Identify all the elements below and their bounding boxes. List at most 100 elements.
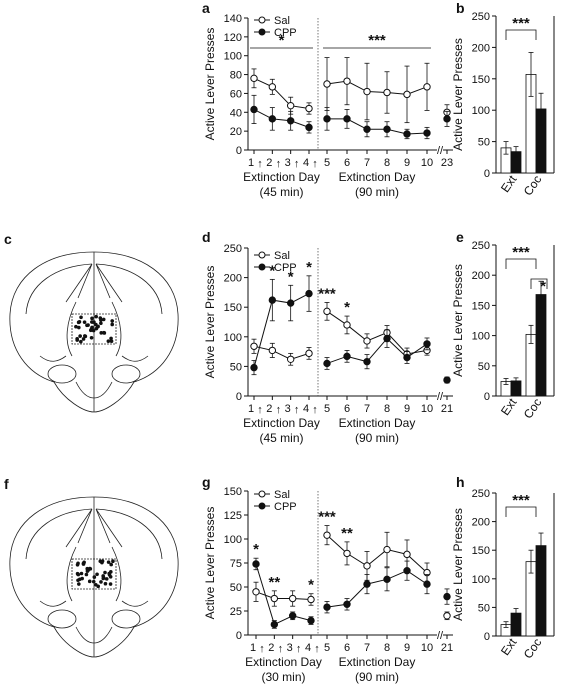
injection-site-dot [109,562,113,567]
cortex-contour [25,508,93,560]
cocaine-arrow-icon: ↑ [296,643,302,655]
injection-site-dot [78,334,82,338]
injection-site-dot [79,571,84,576]
sal-data-point [258,16,266,24]
injection-site-dot [77,320,82,324]
axis-break-mark: // [437,145,444,157]
injection-site-dot [94,314,98,319]
cpp-data-point [270,620,279,629]
sal-data-point [343,321,351,329]
cpp-data-point [383,575,391,584]
sal-data-point [258,490,266,498]
injection-site-dot [110,319,115,323]
ventral-contour [39,600,149,607]
cpp-data-point [443,376,451,384]
cpp-series-line [326,570,428,608]
cortex-divisions [65,508,123,548]
x-tick-label: 9 [404,403,410,415]
cpp-bar [535,294,547,397]
x-tick-label: 5 [324,403,330,415]
sal-series-line [326,534,428,573]
injection-site-dot [106,339,111,343]
x-category-label: Coc [521,636,545,662]
significance-marker: * [279,32,285,49]
cocaine-arrow-icon: ↑ [312,404,318,416]
sal-data-point [423,83,431,91]
x-tick-label: 8 [384,403,390,415]
cpp-data-point [258,502,266,510]
sal-data-point [250,342,258,350]
cpp-data-point [403,130,411,138]
x-axis-label: Extinction Day [243,416,320,430]
sal-data-point [403,550,411,559]
injection-site-dot [99,331,104,335]
cocaine-arrow-icon: ↑ [312,158,318,170]
injection-site-dot [91,579,96,584]
x-tick-label: 10 [421,157,433,169]
sal-data-point [250,74,258,83]
significance-marker: *** [512,15,530,32]
y-tick-label: 150 [472,300,490,312]
x-tick-label: 3 [285,157,291,169]
cpp-data-point [323,603,331,611]
ventricle [111,301,122,357]
x-tick-label: 1 [248,157,254,169]
y-axis-label: Active Lever Presses [203,266,217,379]
y-tick-label: 250 [472,240,490,252]
ventral-contour [39,355,149,362]
ventral-structure [111,609,141,629]
cpp-series-line [253,109,310,128]
injection-site-dot [84,572,89,577]
x-axis-sublabel: (90 min) [355,670,399,684]
x-tick-label: 4 [303,157,309,169]
injection-site-dot [101,317,106,322]
x-axis-sublabel: (45 min) [259,185,303,199]
y-tick-label: 0 [484,168,490,180]
x-category-label: Ext [498,395,520,418]
sal-data-point [268,346,277,355]
sal-data-point [363,337,371,345]
y-tick-label: 0 [236,391,242,403]
injection-site-dot [110,322,115,327]
sal-data-point [323,531,331,539]
legend-label: Sal [274,250,290,262]
significance-marker: * [253,541,259,558]
sal-data-point [383,545,391,554]
sal-series-line [326,80,428,95]
x-tick-label: 4 [303,403,309,415]
cpp-data-point [250,363,258,372]
cpp-data-point [286,117,295,125]
injection-site-dot [77,577,82,582]
y-tick-label: 100 [224,332,242,344]
x-tick-label: 23 [441,157,453,169]
significance-marker: * [306,259,312,276]
x-tick-label: 3 [287,642,293,654]
injection-site-dot [74,324,78,329]
cpp-data-point [343,115,351,123]
y-axis-label: Active Lever Presses [451,508,465,621]
x-tick-label: 6 [344,642,350,654]
cocaine-arrow-icon: ↑ [278,643,284,655]
panel-letter-a: a [202,0,210,16]
injection-site-dot [95,572,99,577]
x-tick-label: 10 [421,403,433,415]
sal-data-point [363,87,371,96]
x-tick-label: 2 [268,642,274,654]
y-tick-label: 50 [230,582,242,594]
y-tick-label: 100 [224,534,242,546]
y-tick-label: 0 [236,145,242,157]
y-tick-label: 200 [224,273,242,285]
injection-site-dot [99,318,103,322]
cpp-series-line [327,118,428,135]
ventricle [111,546,122,602]
legend-label: Sal [274,489,290,501]
cpp-data-point [443,592,451,601]
cpp-data-point [250,105,258,114]
injection-site-dot [82,320,87,324]
y-tick-label: 250 [472,11,490,23]
x-tick-label: 7 [364,642,370,654]
y-tick-label: 50 [478,602,490,614]
injection-site-dot [79,339,83,344]
injection-site-dot [81,337,86,341]
